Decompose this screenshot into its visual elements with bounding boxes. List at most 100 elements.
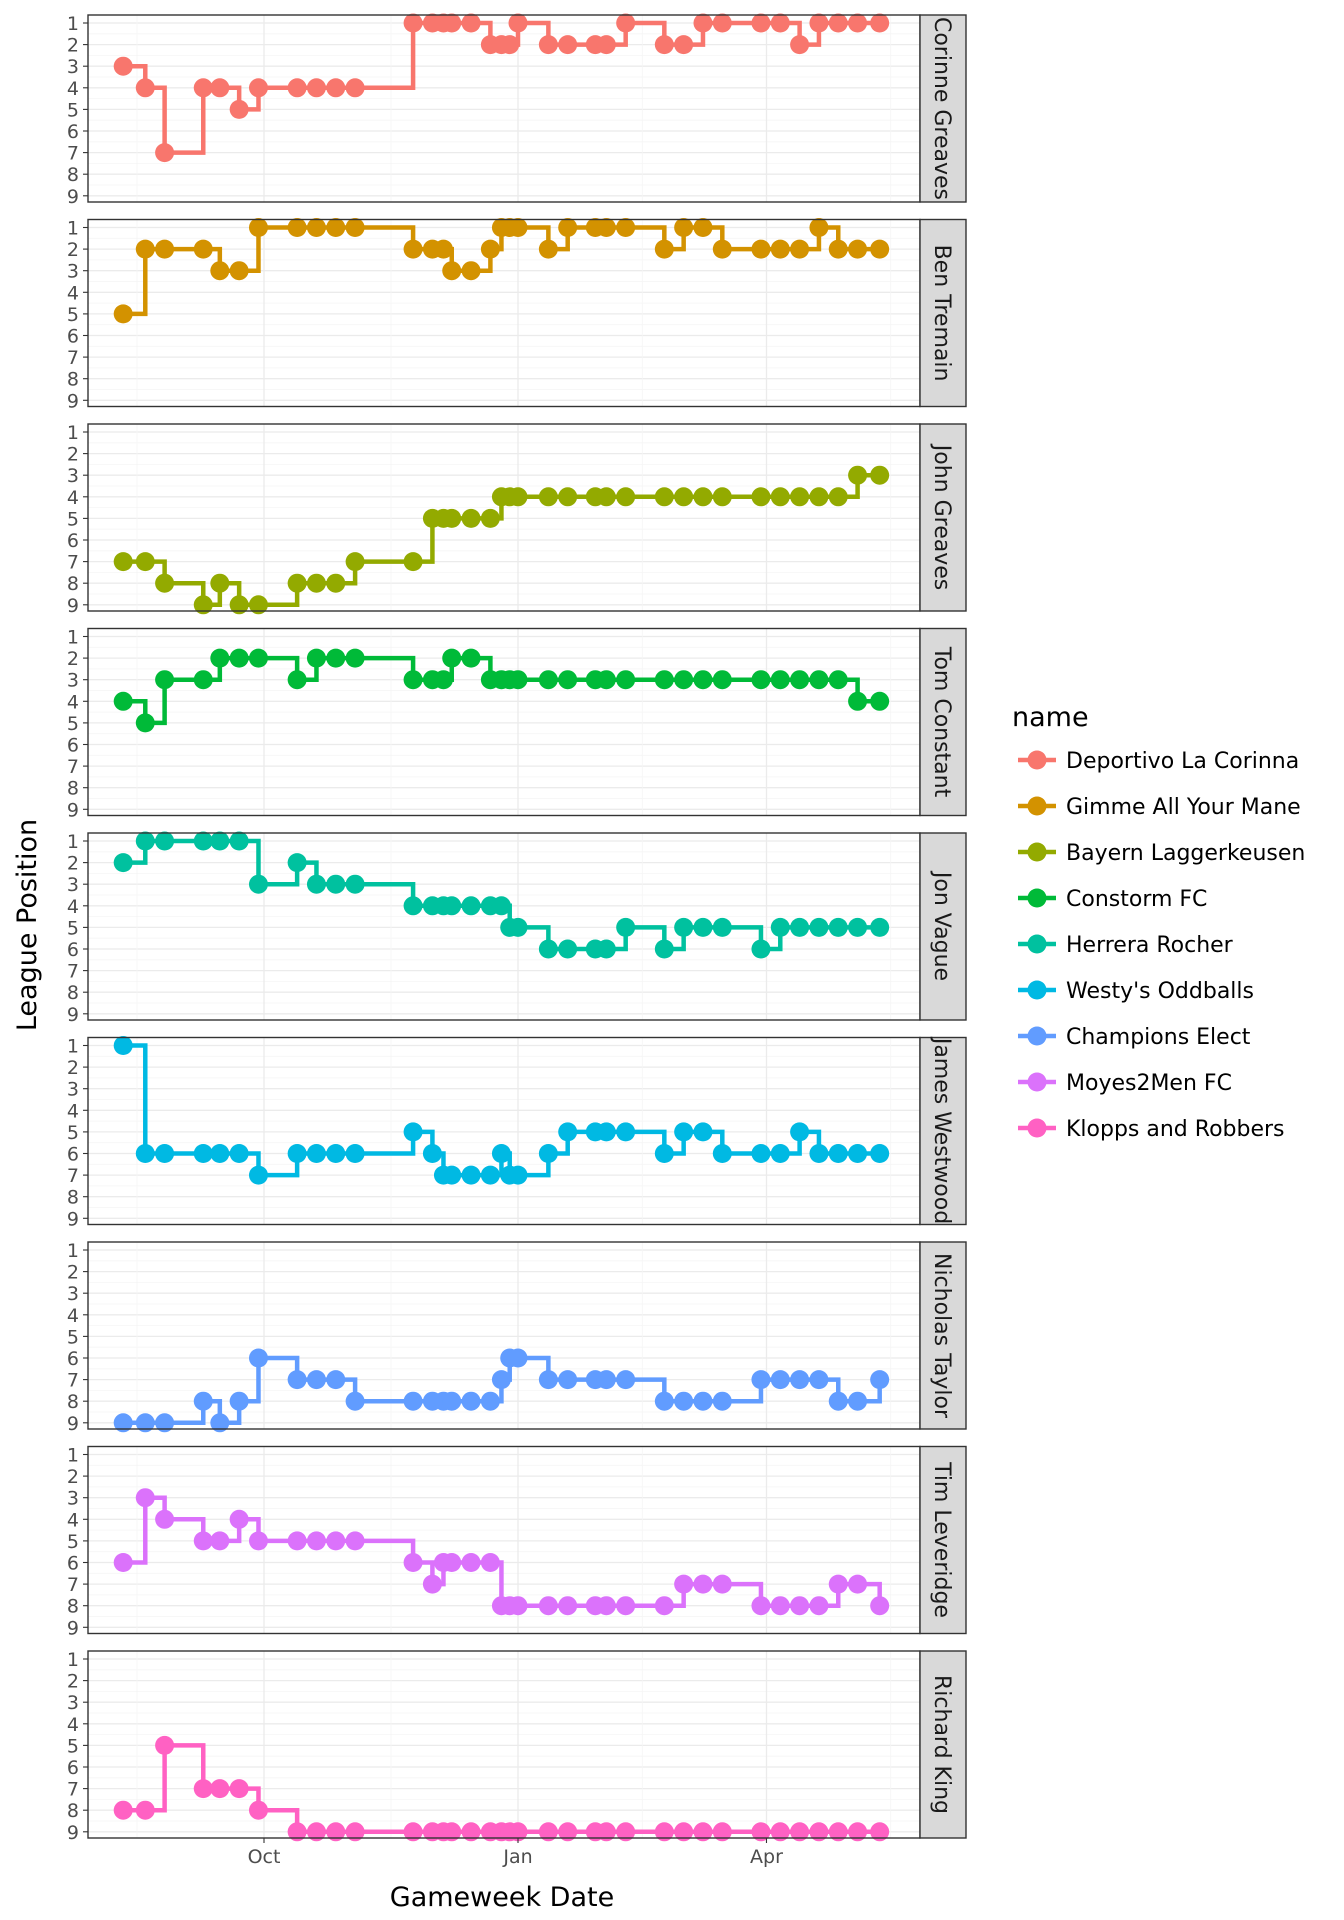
data-point <box>113 1413 133 1433</box>
data-point <box>848 1574 868 1594</box>
data-point <box>345 1144 365 1163</box>
data-point <box>345 552 365 572</box>
x-tick-label: Oct <box>248 1846 281 1868</box>
y-tick-label: 7 <box>67 1165 79 1187</box>
legend-item: Gimme All Your Mane <box>1018 795 1301 820</box>
data-point <box>712 239 732 259</box>
data-point <box>326 1822 346 1842</box>
data-point <box>674 1122 694 1142</box>
legend-key-point <box>1027 796 1047 816</box>
data-point <box>345 648 365 668</box>
y-tick-label: 3 <box>67 56 79 78</box>
data-point <box>403 1822 423 1842</box>
facet-strip-label: Ben Tremain <box>929 245 954 382</box>
data-point <box>135 1413 155 1433</box>
data-point <box>422 1144 442 1163</box>
data-point <box>558 1370 578 1390</box>
data-point <box>306 648 326 668</box>
y-tick-label: 2 <box>67 648 79 670</box>
y-tick-label: 4 <box>67 282 79 304</box>
data-point <box>461 896 481 916</box>
data-point <box>654 487 674 507</box>
data-point <box>442 648 462 668</box>
data-point <box>442 1391 462 1411</box>
y-tick-label: 8 <box>67 1391 79 1413</box>
data-point <box>654 1144 674 1163</box>
data-point <box>596 1370 616 1390</box>
data-point <box>248 595 268 615</box>
data-point <box>809 917 829 937</box>
data-point <box>508 1165 528 1185</box>
data-point <box>538 939 558 959</box>
data-point <box>751 939 771 959</box>
y-tick-label: 4 <box>67 1100 79 1122</box>
data-point <box>461 1822 481 1842</box>
data-point <box>616 1122 636 1142</box>
data-point <box>113 691 133 711</box>
data-point <box>135 552 155 572</box>
data-point <box>345 1391 365 1411</box>
y-tick-label: 7 <box>67 1574 79 1596</box>
facet-strip <box>919 1036 967 1226</box>
data-point <box>616 13 636 33</box>
data-point <box>229 261 249 281</box>
facet-strip <box>919 832 967 1021</box>
y-tick-label: 9 <box>67 1413 79 1435</box>
data-point <box>596 939 616 959</box>
data-point <box>155 239 175 259</box>
data-point <box>210 78 230 98</box>
y-tick-label: 6 <box>67 326 79 348</box>
data-point <box>480 239 500 259</box>
data-point <box>674 1574 694 1594</box>
x-tick-label: Apr <box>750 1846 783 1868</box>
data-point <box>248 1165 268 1185</box>
data-point <box>193 670 213 690</box>
data-point <box>508 218 528 237</box>
data-point <box>508 670 528 690</box>
data-point <box>809 670 829 690</box>
data-point <box>770 1144 790 1163</box>
y-tick-label: 8 <box>67 982 79 1004</box>
data-point <box>113 56 133 76</box>
data-point <box>538 1596 558 1616</box>
data-point <box>828 1822 848 1842</box>
data-point <box>751 670 771 690</box>
y-tick-label: 1 <box>67 1445 79 1467</box>
data-point <box>461 1391 481 1411</box>
y-tick-label: 6 <box>67 939 79 961</box>
data-point <box>210 831 230 851</box>
data-point <box>326 78 346 98</box>
data-point <box>403 1391 423 1411</box>
data-point <box>248 78 268 98</box>
data-point <box>155 1509 175 1529</box>
y-tick-label: 3 <box>67 874 79 896</box>
facet-strip <box>919 423 967 612</box>
facet-strip-label: Nicholas Taylor <box>929 1253 954 1419</box>
data-point <box>442 1165 462 1185</box>
data-point <box>155 831 175 851</box>
data-point <box>287 1822 307 1842</box>
data-point <box>558 218 578 237</box>
data-point <box>712 1822 732 1842</box>
data-point <box>155 573 175 593</box>
data-point <box>508 13 528 33</box>
facet-strip-label: Tim Leveridge <box>929 1461 954 1618</box>
data-point <box>712 1574 732 1594</box>
data-point <box>848 1144 868 1163</box>
data-point <box>790 239 810 259</box>
data-point <box>770 13 790 33</box>
data-point <box>712 487 732 507</box>
legend-label: Westy's Oddballs <box>1066 979 1254 1004</box>
data-point <box>616 917 636 937</box>
data-point <box>654 939 674 959</box>
legend-label: Herrera Rocher <box>1066 933 1234 958</box>
y-tick-label: 4 <box>67 691 79 713</box>
data-point <box>654 1596 674 1616</box>
y-tick-label: 5 <box>67 99 79 121</box>
data-point <box>809 487 829 507</box>
